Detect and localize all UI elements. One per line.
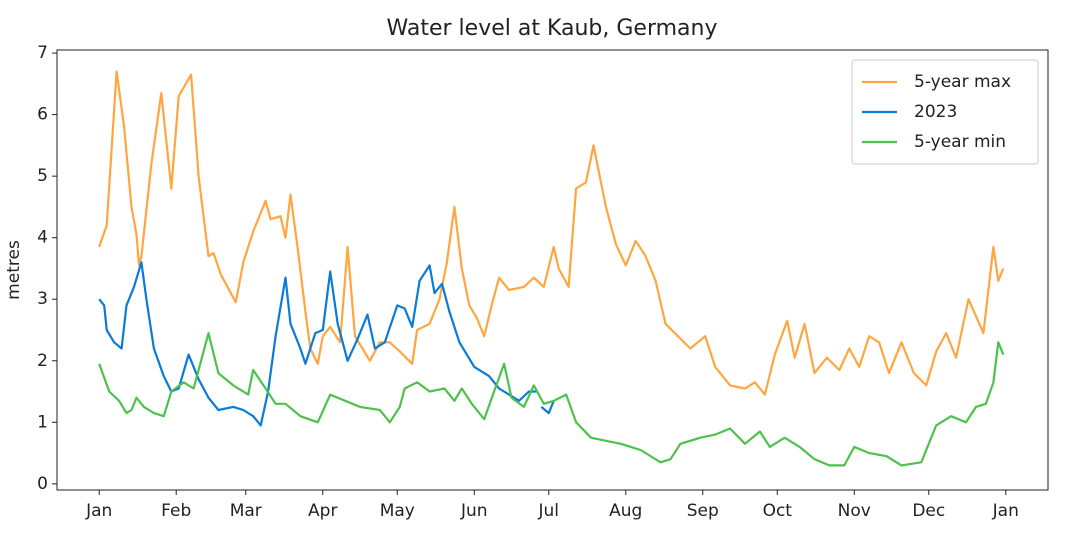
legend-box xyxy=(851,59,1039,165)
plot-area xyxy=(98,70,1005,467)
data-line xyxy=(98,70,1005,396)
y-tick-label: 0 xyxy=(37,474,48,494)
x-tick-label: Mar xyxy=(230,501,262,521)
data-line xyxy=(98,261,555,427)
y-tick-label: 1 xyxy=(37,412,48,432)
y-tick-label: 3 xyxy=(37,289,48,309)
y-tick-label: 5 xyxy=(37,166,48,186)
x-tick-label: Jun xyxy=(460,501,488,521)
x-tick-label: Nov xyxy=(838,501,871,521)
chart-title: Water level at Kaub, Germany xyxy=(387,16,718,41)
legend-label: 5-year min xyxy=(914,132,1006,152)
data-line xyxy=(98,332,1005,467)
x-tick-label: Dec xyxy=(912,501,945,521)
y-tick-label: 6 xyxy=(37,105,48,125)
x-tick-label: Jul xyxy=(538,501,560,521)
y-tick-label: 7 xyxy=(37,43,48,63)
x-tick-label: Apr xyxy=(308,501,337,521)
legend-label: 5-year max xyxy=(914,72,1011,92)
y-tick-label: 4 xyxy=(37,228,48,248)
x-tick-label: May xyxy=(380,501,415,521)
x-tick-label: Jan xyxy=(992,501,1019,521)
axes-frame xyxy=(56,49,1049,491)
legend-label: 2023 xyxy=(914,102,957,122)
x-tick-label: Sep xyxy=(687,501,719,521)
x-tick-label: Feb xyxy=(161,501,191,521)
x-tick-label: Jan xyxy=(85,501,112,521)
x-tick-label: Oct xyxy=(763,501,793,521)
x-tick-label: Aug xyxy=(609,501,642,521)
y-tick-label: 2 xyxy=(37,351,48,371)
y-axis-label: metres xyxy=(4,240,24,300)
